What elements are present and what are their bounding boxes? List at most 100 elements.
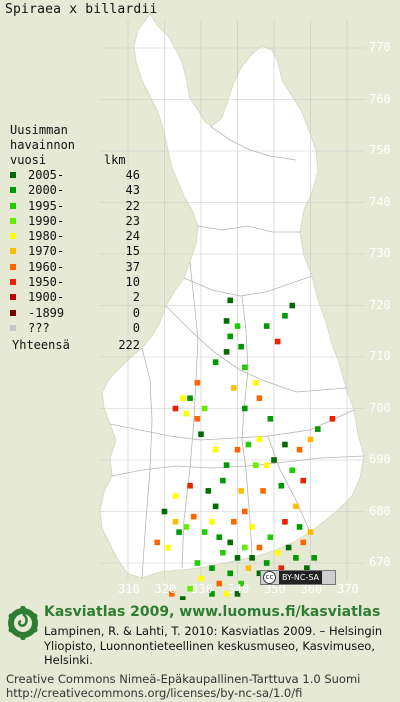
observation-square <box>315 426 321 432</box>
legend-item-count: 24 <box>125 229 140 244</box>
municipal-borders <box>109 125 365 579</box>
legend-item-count: 0 <box>132 305 140 320</box>
legend-item-label: 1990- <box>28 213 65 228</box>
observation-square <box>267 416 274 422</box>
legend-item: 1995- 22 <box>10 199 140 214</box>
observation-square <box>169 591 175 597</box>
observation-square <box>293 555 299 561</box>
observation-square <box>296 446 303 453</box>
legend-item-label: 1950- <box>28 275 65 290</box>
observation-square <box>282 519 288 525</box>
y-tick-label: 690 <box>369 452 391 466</box>
observation-square <box>242 405 248 412</box>
observation-squares <box>154 297 336 600</box>
observation-square <box>289 302 296 309</box>
observation-square <box>274 549 281 556</box>
legend-swatch <box>10 309 16 316</box>
observation-square <box>212 359 219 365</box>
x-tick-label: 330 <box>191 582 213 596</box>
site-line[interactable]: Kasviatlas 2009, www.luomus.fi/kasviatla… <box>44 604 381 620</box>
observation-square <box>183 524 190 530</box>
y-tick-label: 700 <box>369 400 391 415</box>
observation-square <box>201 529 208 535</box>
observation-square <box>238 488 244 494</box>
species-title: Spiraea x billardii <box>5 2 158 17</box>
legend-item-label: ??? <box>28 320 50 335</box>
legend-total: Yhteensä 222 <box>10 338 140 354</box>
observation-square <box>245 441 252 448</box>
observation-square <box>278 565 285 571</box>
observation-square <box>172 405 179 412</box>
observation-square <box>278 482 285 489</box>
observation-square <box>304 565 310 571</box>
observation-square <box>223 349 230 355</box>
observation-square <box>227 297 233 304</box>
observation-square <box>220 549 226 556</box>
observation-square <box>289 467 296 474</box>
y-tick-label: 670 <box>369 555 391 569</box>
legend-item: ??? 0 <box>10 321 140 336</box>
legend-total-count: 222 <box>118 338 140 353</box>
observation-square <box>176 529 182 535</box>
observation-square <box>205 488 212 494</box>
distribution-map <box>99 13 365 600</box>
legend-item: -1899 0 <box>10 306 140 321</box>
observation-square <box>223 318 230 324</box>
observation-square <box>209 519 215 525</box>
observation-square <box>256 395 263 401</box>
observation-square <box>245 565 252 571</box>
legend-item-count: 15 <box>125 244 140 259</box>
y-tick-label: 750 <box>369 143 391 157</box>
observation-square <box>227 570 233 577</box>
observation-square <box>274 338 281 345</box>
observation-square <box>201 405 208 412</box>
legend-item-label: 1900- <box>28 290 65 305</box>
observation-square <box>234 591 241 597</box>
cc-icon: cc <box>263 571 276 584</box>
legend-item-label: -1899 <box>28 305 65 320</box>
legend-item-label: 1970- <box>28 244 65 259</box>
legend-item-count: 37 <box>125 259 140 274</box>
observation-square <box>256 570 263 577</box>
observation-square <box>231 385 237 391</box>
observation-square <box>267 534 274 541</box>
legend-swatch <box>10 172 16 178</box>
observation-square <box>285 544 292 551</box>
observation-square <box>329 416 336 422</box>
observation-square <box>187 482 193 489</box>
legend-item: 1900- 2 <box>10 290 140 305</box>
legend-item: 1980- 24 <box>10 229 140 244</box>
observation-square <box>194 416 201 422</box>
observation-square <box>271 457 277 463</box>
observation-square <box>238 343 244 350</box>
license-badge[interactable]: cc BY-NC-SA <box>260 570 336 585</box>
observation-square <box>252 462 259 468</box>
observation-square <box>161 508 168 515</box>
observation-square <box>179 395 186 401</box>
observation-square <box>223 591 230 597</box>
observation-square <box>242 544 248 551</box>
legend-item: 1960- 37 <box>10 260 140 275</box>
observation-square <box>249 524 255 530</box>
observation-square <box>198 575 204 582</box>
legend-item-label: 1960- <box>28 259 65 274</box>
observation-square <box>209 565 215 571</box>
observation-square <box>263 323 270 329</box>
observation-square <box>263 462 270 468</box>
legend-swatch <box>10 279 16 286</box>
observation-square <box>154 539 160 546</box>
x-tick-label: 350 <box>264 582 286 596</box>
observation-square <box>263 560 270 566</box>
y-tick-label: 770 <box>369 40 391 54</box>
x-tick-label: 370 <box>337 582 359 596</box>
legend-swatch <box>10 202 16 209</box>
legend-item: 2005- 46 <box>10 168 140 183</box>
observation-square <box>238 580 244 587</box>
y-tick-label: 740 <box>369 194 391 209</box>
legend-item-label: 1980- <box>28 229 65 244</box>
observation-square <box>242 364 248 371</box>
legend-heading-1: Uusimman <box>10 123 68 137</box>
legend-item: 2000- 43 <box>10 183 140 198</box>
observation-square <box>183 410 190 417</box>
legend-total-label: Yhteensä <box>12 338 70 353</box>
